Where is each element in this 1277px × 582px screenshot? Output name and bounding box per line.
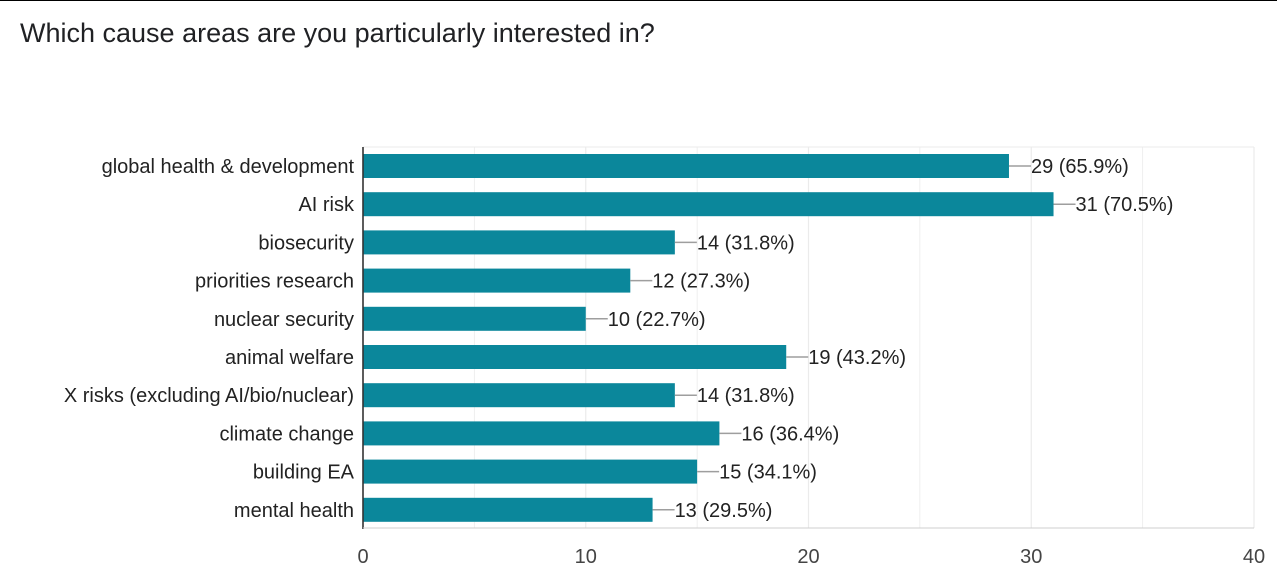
x-tick-label: 20 — [797, 546, 819, 568]
x-tick-label: 10 — [575, 546, 597, 568]
category-label: building EA — [253, 462, 355, 484]
category-label: biosecurity — [258, 232, 354, 254]
bar — [363, 421, 720, 446]
bar — [363, 154, 1009, 178]
bar — [363, 459, 698, 484]
bar — [363, 383, 675, 408]
x-tick-label: 30 — [1020, 546, 1042, 568]
category-label: mental health — [234, 500, 354, 522]
data-label: 16 (36.4%) — [741, 423, 839, 445]
category-label: X risks (excluding AI/bio/nuclear) — [64, 385, 354, 407]
data-label: 29 (65.9%) — [1031, 156, 1129, 178]
bar — [363, 268, 631, 293]
data-label: 19 (43.2%) — [808, 347, 906, 369]
bars — [363, 154, 1054, 522]
bar — [363, 192, 1054, 217]
bar — [363, 497, 653, 522]
data-label: 31 (70.5%) — [1076, 194, 1174, 216]
top-border — [0, 0, 1277, 1]
data-label: 14 (31.8%) — [697, 385, 795, 407]
bar — [363, 345, 787, 369]
labels: 29 (65.9%) global health & development 31 … — [64, 156, 1174, 522]
category-label: global health & development — [102, 156, 355, 178]
category-label: nuclear security — [214, 309, 354, 331]
category-label: animal welfare — [225, 347, 354, 369]
data-label: 13 (29.5%) — [675, 500, 773, 522]
bar — [363, 306, 586, 331]
category-label: climate change — [219, 423, 354, 445]
x-tick-label: 40 — [1243, 546, 1265, 568]
axes: 0 10 20 30 40 — [357, 147, 1265, 568]
data-label: 10 (22.7%) — [608, 309, 706, 331]
data-label: 12 (27.3%) — [652, 271, 750, 293]
x-tick-label: 0 — [357, 546, 368, 568]
data-label: 15 (34.1%) — [719, 462, 817, 484]
question-title: Which cause areas are you particularly i… — [20, 18, 655, 48]
category-label: AI risk — [298, 194, 355, 216]
data-label: 14 (31.8%) — [697, 232, 795, 254]
bar — [363, 230, 675, 255]
category-label: priorities research — [195, 271, 354, 293]
